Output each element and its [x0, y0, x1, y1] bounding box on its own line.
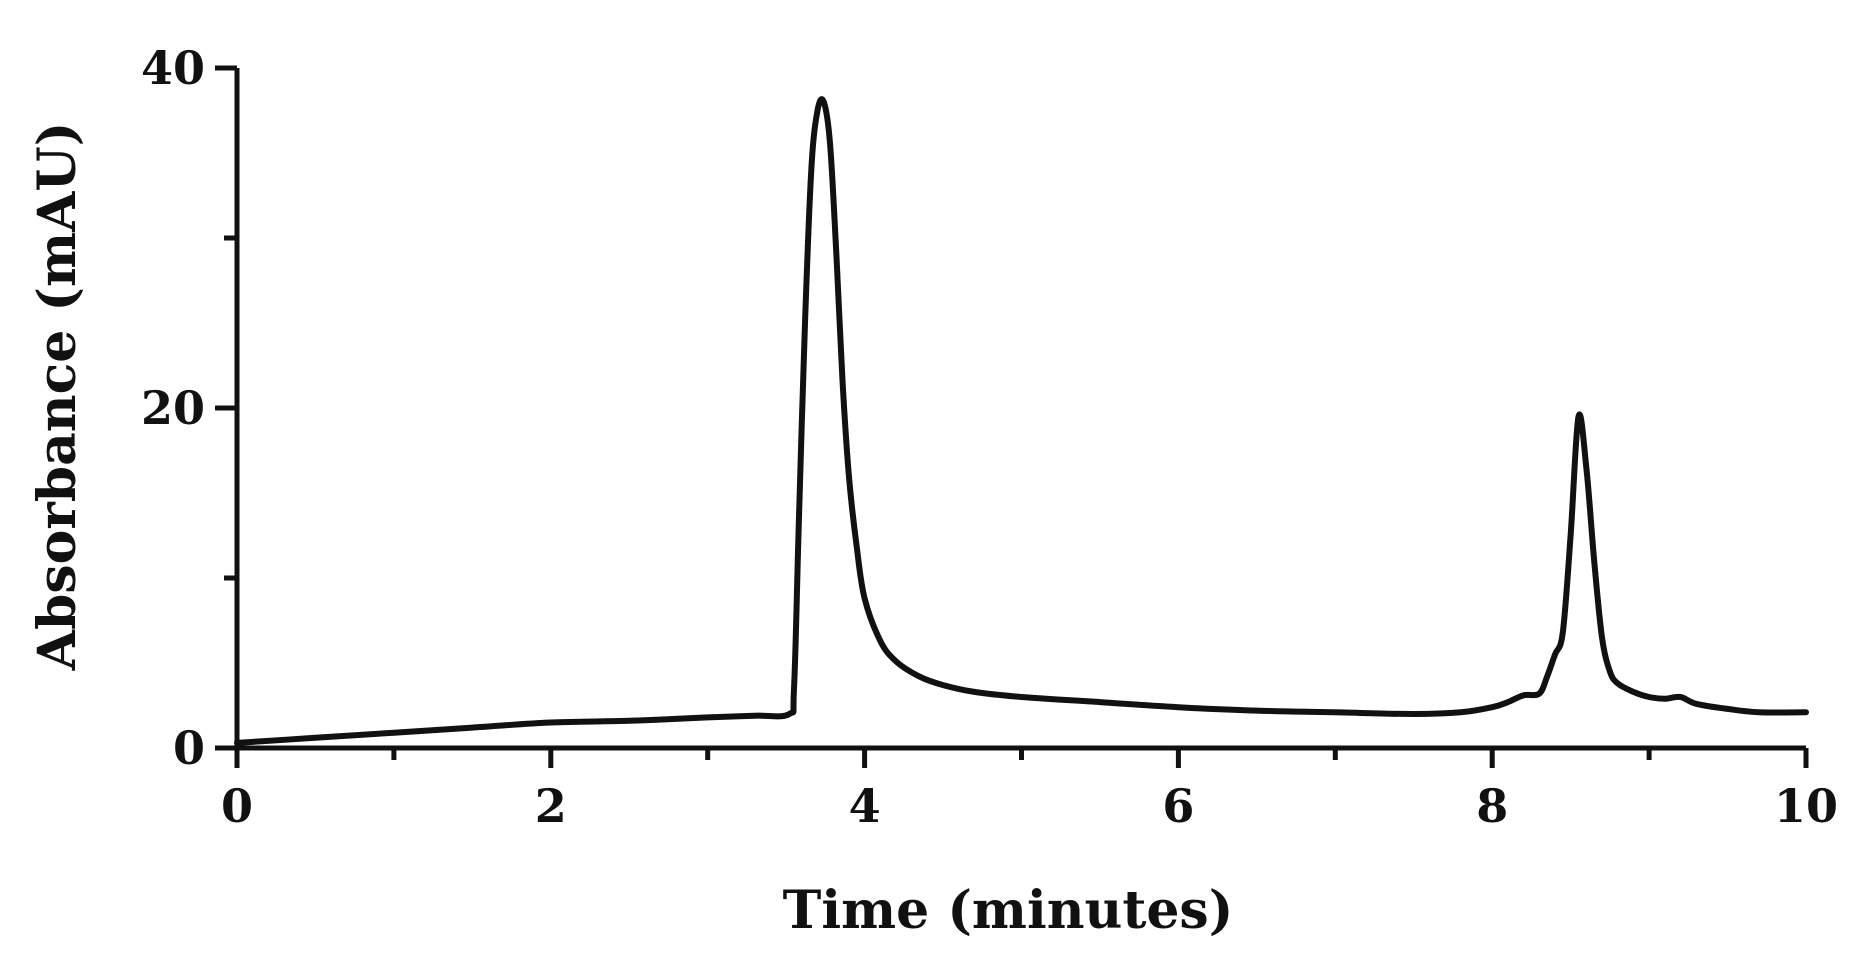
y-tick-label: 20: [141, 381, 205, 435]
x-tick-label: 8: [1476, 779, 1508, 833]
x-tick-label: 6: [1162, 779, 1194, 833]
x-tick-label: 0: [221, 779, 253, 833]
x-tick-label: 10: [1774, 779, 1838, 833]
x-tick-label: 2: [535, 779, 567, 833]
chromatogram-trace: [234, 96, 1809, 746]
x-axis-title: Time (minutes): [783, 880, 1234, 941]
y-tick-label: 0: [173, 721, 205, 775]
x-tick-label: 4: [849, 779, 881, 833]
y-tick-label: 40: [141, 41, 205, 95]
y-axis-title: Absorbance (mAU): [27, 122, 88, 672]
